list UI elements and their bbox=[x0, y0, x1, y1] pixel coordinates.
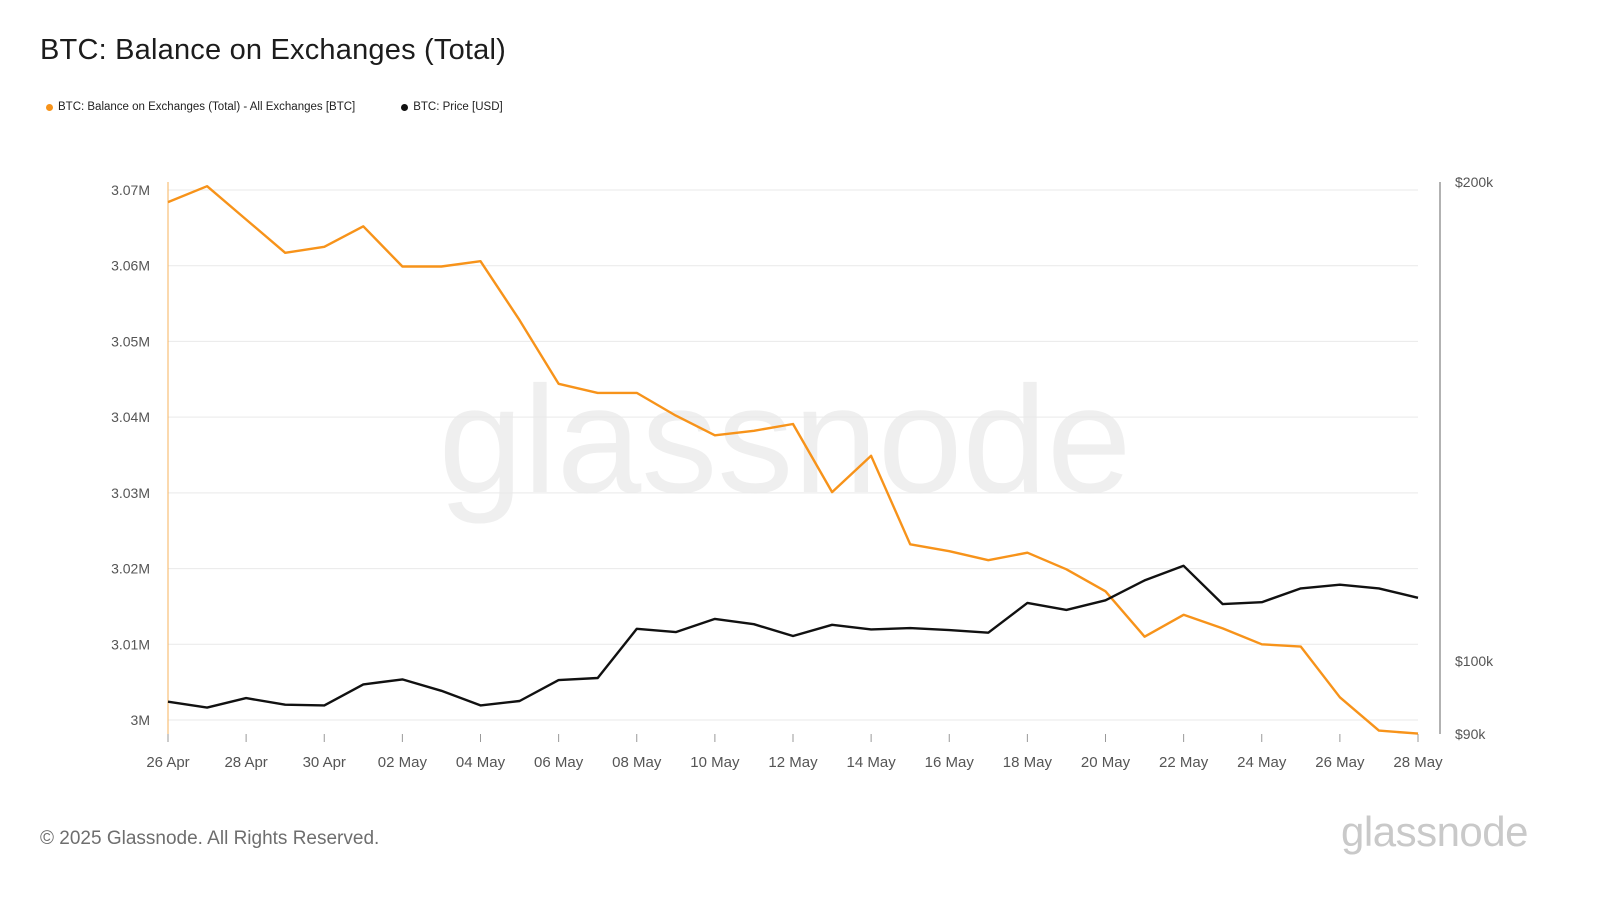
left-tick-label: 3.02M bbox=[111, 561, 150, 577]
x-tick-label: 30 Apr bbox=[303, 754, 346, 771]
legend-item-price[interactable]: BTC: Price [USD] bbox=[401, 101, 503, 113]
legend-dot-balance bbox=[46, 103, 53, 111]
left-tick-label: 3.04M bbox=[111, 409, 150, 425]
x-tick-label: 02 May bbox=[378, 754, 428, 771]
left-tick-label: 3.07M bbox=[111, 182, 150, 198]
right-tick-label: $100k bbox=[1455, 653, 1494, 669]
tick-labels: 3M 3.01M 3.02M 3.03M 3.04M 3.05M 3.06M 3.07M $90… bbox=[111, 174, 1494, 771]
legend-label-price: BTC: Price [USD] bbox=[413, 101, 503, 113]
left-tick-label: 3.06M bbox=[111, 258, 150, 274]
copyright-footer: © 2025 Glassnode. All Rights Reserved. bbox=[40, 828, 380, 849]
x-tick-label: 24 May bbox=[1237, 754, 1287, 771]
x-tick-label: 10 May bbox=[690, 754, 740, 771]
legend-item-balance[interactable]: BTC: Balance on Exchanges (Total) - All … bbox=[46, 101, 355, 113]
price-series-line bbox=[167, 564, 1419, 709]
chart-legend: BTC: Balance on Exchanges (Total) - All … bbox=[46, 101, 503, 113]
series-lines bbox=[167, 184, 1419, 735]
x-tick-label: 14 May bbox=[847, 754, 897, 771]
left-tick-label: 3M bbox=[131, 712, 150, 728]
chart-title: BTC: Balance on Exchanges (Total) bbox=[40, 34, 506, 66]
x-tick-label: 20 May bbox=[1081, 754, 1131, 771]
x-tick-label: 06 May bbox=[534, 754, 584, 771]
x-tick-label: 26 May bbox=[1315, 754, 1365, 771]
balance-series-line bbox=[167, 184, 1419, 735]
axes bbox=[167, 182, 1441, 742]
right-tick-label: $200k bbox=[1455, 174, 1494, 190]
x-tick-label: 16 May bbox=[925, 754, 975, 771]
right-tick-label: $90k bbox=[1455, 726, 1486, 742]
x-tick-label: 22 May bbox=[1159, 754, 1209, 771]
x-tick-label: 18 May bbox=[1003, 754, 1053, 771]
x-tick-label: 28 May bbox=[1393, 754, 1443, 771]
x-tick-label: 26 Apr bbox=[146, 754, 189, 771]
brand-logo: glassnode bbox=[1341, 808, 1528, 855]
left-tick-label: 3.05M bbox=[111, 333, 150, 349]
x-tick-label: 28 Apr bbox=[224, 754, 267, 771]
legend-label-balance: BTC: Balance on Exchanges (Total) - All … bbox=[58, 101, 356, 113]
grid-lines bbox=[168, 189, 1418, 721]
left-tick-label: 3.01M bbox=[111, 636, 150, 652]
x-tick-label: 12 May bbox=[768, 754, 818, 771]
watermark-text: glassnode bbox=[439, 355, 1132, 525]
legend-dot-price bbox=[401, 103, 409, 111]
x-tick-label: 04 May bbox=[456, 754, 506, 771]
left-tick-label: 3.03M bbox=[111, 485, 150, 501]
x-tick-label: 08 May bbox=[612, 754, 662, 771]
